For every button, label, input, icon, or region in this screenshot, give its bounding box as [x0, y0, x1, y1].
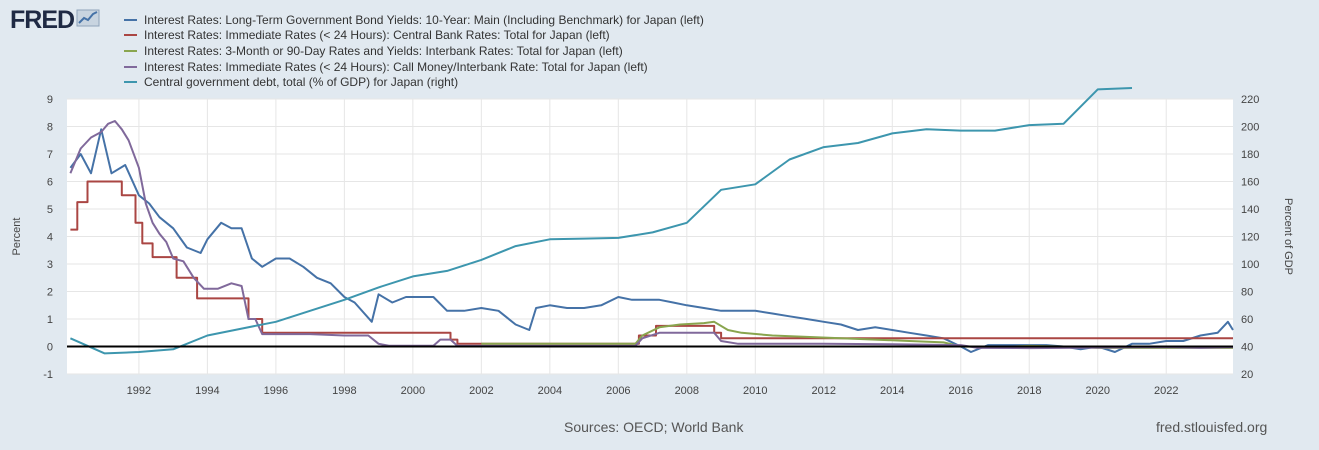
- y2-tick-label: 220: [1241, 94, 1259, 106]
- legend-entry[interactable]: Interest Rates: Long-Term Government Bon…: [124, 12, 704, 28]
- y2-tick-label: 20: [1241, 369, 1253, 381]
- y2-tick-label: 140: [1241, 204, 1259, 216]
- series-line: [69, 120, 1234, 350]
- y-tick-label: 9: [47, 94, 53, 106]
- legend-swatch: [124, 18, 137, 21]
- x-tick-label: 1992: [127, 385, 151, 397]
- y-tick-label: 2: [47, 287, 53, 299]
- y-axis-label: Percent: [11, 218, 23, 256]
- x-tick-label: 1998: [332, 385, 356, 397]
- y-tick-label: 0: [47, 342, 53, 354]
- x-tick-label: 2004: [538, 385, 562, 397]
- chart-trend-icon: [76, 8, 100, 33]
- legend-label: Interest Rates: Immediate Rates (< 24 Ho…: [144, 59, 648, 74]
- series-line: [69, 87, 1133, 355]
- y-tick-label: 8: [47, 122, 53, 134]
- y-tick-label: 7: [47, 149, 53, 161]
- fred-logo[interactable]: FRED: [10, 6, 100, 35]
- x-tick-label: 2018: [1017, 385, 1041, 397]
- y2-tick-label: 120: [1241, 232, 1259, 244]
- y-tick-label: 3: [47, 259, 53, 271]
- legend-entry[interactable]: Interest Rates: 3-Month or 90-Day Rates …: [124, 43, 704, 59]
- legend-swatch: [124, 34, 137, 37]
- y2-tick-label: 160: [1241, 177, 1259, 189]
- y2-tick-label: 180: [1241, 149, 1259, 161]
- x-tick-label: 1996: [264, 385, 288, 397]
- legend-swatch: [124, 65, 137, 68]
- legend-label: Interest Rates: 3-Month or 90-Day Rates …: [144, 43, 623, 58]
- legend-entry[interactable]: Interest Rates: Immediate Rates (< 24 Ho…: [124, 59, 704, 75]
- y2-tick-label: 60: [1241, 314, 1253, 326]
- x-tick-label: 2016: [949, 385, 973, 397]
- legend-swatch: [124, 81, 137, 84]
- x-tick-label: 2014: [880, 385, 904, 397]
- y2-tick-label: 40: [1241, 342, 1253, 354]
- legend-label: Interest Rates: Immediate Rates (< 24 Ho…: [144, 28, 610, 43]
- legend-entry[interactable]: Interest Rates: Immediate Rates (< 24 Ho…: [124, 28, 704, 44]
- y2-axis-label: Percent of GDP: [1282, 198, 1294, 275]
- y-tick-label: 6: [47, 177, 53, 189]
- y-tick-label: -1: [43, 369, 53, 381]
- y2-tick-label: 100: [1241, 259, 1259, 271]
- x-tick-label: 2000: [401, 385, 425, 397]
- y2-tick-label: 200: [1241, 122, 1259, 134]
- x-tick-label: 2012: [812, 385, 836, 397]
- x-tick-label: 2010: [743, 385, 767, 397]
- y-tick-label: 1: [47, 314, 53, 326]
- legend-label: Central government debt, total (% of GDP…: [144, 75, 459, 90]
- x-tick-label: 1994: [195, 385, 219, 397]
- x-tick-label: 2020: [1085, 385, 1109, 397]
- sources-text: Sources: OECD; World Bank: [564, 419, 744, 435]
- x-tick-label: 2006: [606, 385, 630, 397]
- legend-label: Interest Rates: Long-Term Government Bon…: [144, 12, 704, 27]
- logo-text: FRED: [10, 6, 75, 34]
- y-tick-label: 4: [47, 232, 53, 244]
- chart-legend: Interest Rates: Long-Term Government Bon…: [124, 12, 704, 90]
- x-tick-label: 2008: [675, 385, 699, 397]
- x-tick-label: 2002: [469, 385, 493, 397]
- x-tick-label: 2022: [1154, 385, 1178, 397]
- y-tick-label: 5: [47, 204, 53, 216]
- y2-tick-label: 80: [1241, 287, 1253, 299]
- fred-site-link[interactable]: fred.stlouisfed.org: [1156, 419, 1268, 435]
- legend-entry[interactable]: Central government debt, total (% of GDP…: [124, 74, 704, 90]
- legend-swatch: [124, 49, 137, 52]
